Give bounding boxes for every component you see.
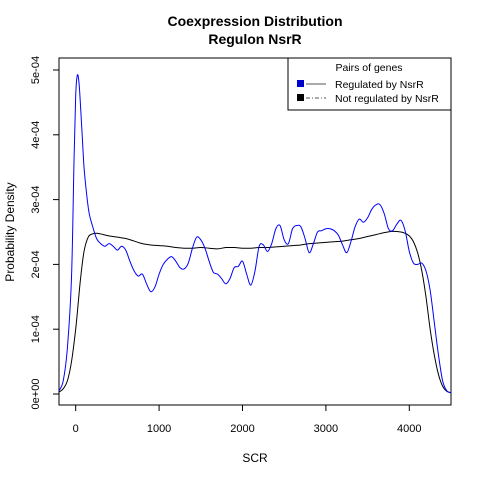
x-tick-label: 4000	[397, 423, 421, 435]
legend-label-regulated: Regulated by NsrR	[335, 79, 424, 91]
chart-title: Coexpression Distribution	[167, 13, 342, 29]
legend: Pairs of genes Regulated by NsrR Not reg…	[287, 57, 452, 111]
x-tick-label: 3000	[314, 423, 338, 435]
x-tick-label: 2000	[230, 423, 254, 435]
y-tick-label: 4e-04	[30, 121, 42, 149]
y-tick-label: 0e+00	[30, 379, 42, 410]
plot-frame	[58, 57, 452, 406]
y-axis: 0e+00 1e-04 2e-04 3e-04 4e-04 5e-04	[30, 56, 59, 410]
x-axis: 0 1000 2000 3000 4000	[73, 405, 422, 435]
legend-swatch-not-regulated	[297, 94, 304, 101]
x-tick-label: 1000	[147, 423, 171, 435]
y-tick-label: 2e-04	[30, 250, 42, 278]
x-tick-label: 0	[73, 423, 79, 435]
series-line-regulated	[58, 74, 452, 394]
series-layer	[58, 74, 452, 394]
y-tick-label: 3e-04	[30, 186, 42, 214]
legend-title: Pairs of genes	[335, 62, 402, 74]
legend-swatch-regulated	[297, 80, 304, 87]
legend-label-not-regulated: Not regulated by NsrR	[335, 93, 439, 105]
chart-subtitle: Regulon NsrR	[208, 31, 301, 47]
x-axis-label: SCR	[242, 451, 268, 465]
y-axis-label: Probability Density	[3, 182, 17, 281]
series-line-not-regulated	[58, 230, 452, 394]
y-tick-label: 5e-04	[30, 56, 42, 84]
y-tick-label: 1e-04	[30, 315, 42, 343]
